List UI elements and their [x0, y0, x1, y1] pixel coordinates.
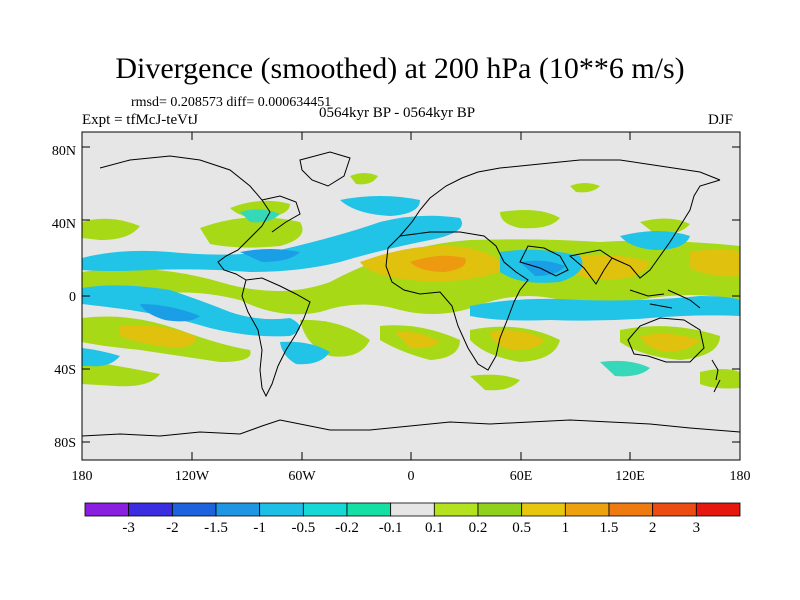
coastline-maritime [629, 289, 701, 309]
field-patch [410, 255, 466, 272]
field-patch [82, 215, 462, 272]
coastline-antarctica [82, 419, 740, 437]
colorbar [84, 502, 741, 517]
coastline-north-america [99, 155, 301, 281]
lon-label: 60E [510, 469, 533, 484]
coastline-arabia [519, 245, 569, 277]
field-patch [470, 374, 520, 391]
field-patch [240, 249, 300, 262]
field-patch [700, 369, 740, 389]
colorbar-swatch [128, 502, 173, 517]
colorbar-label: 0.1 [425, 520, 444, 536]
map-plot [82, 132, 740, 460]
colorbar-swatch [564, 502, 610, 517]
coastline-india [568, 249, 613, 285]
experiment-label: Expt = tfMcJ-teVtJ [82, 112, 198, 128]
field-patch [82, 285, 300, 337]
colorbar-label: 0.2 [469, 520, 488, 536]
colorbar-label: -0.2 [335, 520, 359, 536]
colorbar-swatch [521, 502, 566, 517]
field-patch [490, 330, 545, 351]
axis-ticks [81, 132, 741, 460]
field-patch [690, 249, 740, 277]
colorbar-swatch [259, 502, 304, 517]
field-patch [280, 341, 330, 365]
colorbar-swatch [346, 502, 392, 517]
coastline-africa [385, 231, 529, 371]
coastline-nz [711, 359, 721, 393]
lat-label: 80S [54, 436, 76, 451]
colorbar-label: -1.5 [204, 520, 228, 536]
lat-label: 40S [54, 363, 76, 378]
colorbar-label: -3 [122, 520, 135, 536]
stats-label: rmsd= 0.208573 diff= 0.000634451 [131, 95, 332, 110]
coastline-south-america [241, 277, 311, 398]
colorbar-swatch [695, 502, 741, 517]
field-patch [640, 333, 700, 352]
divergence-field [82, 173, 740, 391]
colorbar-label: 0.5 [512, 520, 531, 536]
field-patch [500, 210, 560, 229]
field-patch [82, 348, 120, 367]
colorbar-labels: -3 -2 -1.5 -1 -0.5 -0.2 -0.1 0.1 0.2 0.5 1 1.5 2 3 [122, 520, 700, 536]
colorbar-label: 1 [562, 520, 570, 536]
coastline-australia [627, 317, 705, 363]
lon-label: 180 [730, 469, 751, 484]
field-patch [520, 260, 565, 276]
field-patch [340, 196, 420, 216]
lon-label: 120E [615, 469, 645, 484]
colorbar-label: 2 [649, 520, 657, 536]
lon-axis: 180 120W 60W 0 60E 120E 180 [72, 469, 751, 484]
field-patch [140, 304, 200, 322]
colorbar-label: -2 [166, 520, 179, 536]
colorbar-label: 1.5 [600, 520, 619, 536]
field-patch [82, 218, 140, 240]
colorbar-swatch [302, 502, 348, 517]
colorbar-swatch [390, 502, 435, 517]
lon-label: 0 [408, 469, 415, 484]
colorbar-label: 3 [693, 520, 701, 536]
lat-label: 0 [69, 290, 76, 305]
lon-label: 180 [72, 469, 93, 484]
coastlines [82, 151, 740, 437]
colorbar-swatch [433, 502, 479, 517]
field-patch [470, 296, 740, 321]
field-patch [82, 360, 160, 387]
colorbar-swatch [608, 502, 654, 517]
coastline-europe [399, 159, 721, 237]
lat-axis: 80N 40N 0 40S 80S [52, 144, 76, 451]
colorbar-label: -1 [253, 520, 266, 536]
coastline-asia [611, 179, 721, 279]
lat-label: 40N [52, 217, 76, 232]
field-patch [395, 331, 440, 349]
colorbar-swatch [171, 502, 217, 517]
field-patch [120, 325, 196, 348]
colorbar-label: -0.1 [379, 520, 403, 536]
colorbar-swatch [652, 502, 697, 517]
field-patch [600, 360, 650, 377]
lon-label: 60W [288, 469, 316, 484]
colorbar-label: -0.5 [291, 520, 315, 536]
field-patch [350, 173, 378, 185]
season-label: DJF [708, 112, 734, 128]
colorbar-swatch [477, 502, 523, 517]
colorbar-swatch [215, 502, 261, 517]
field-patch [620, 231, 690, 250]
map-title: Divergence (smoothed) at 200 hPa (10**6 … [115, 52, 685, 85]
coastline-greenland [299, 151, 351, 187]
field-patch [200, 217, 303, 248]
lat-label: 80N [52, 144, 76, 159]
field-patch [560, 254, 650, 280]
period-label: 0564kyr BP - 0564kyr BP [319, 105, 476, 121]
lon-label: 120W [175, 469, 210, 484]
colorbar-swatch [84, 502, 130, 517]
field-patch [570, 183, 600, 193]
